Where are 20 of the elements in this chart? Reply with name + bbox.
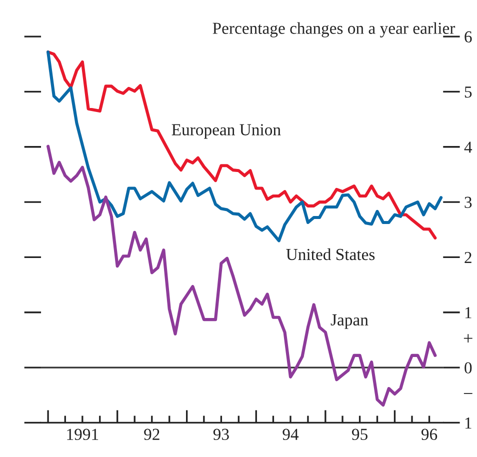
y-tick-label: 0 [464, 362, 472, 374]
x-tick-label: 92 [144, 428, 160, 440]
x-tick-label: 1991 [67, 428, 98, 440]
x-tick-label: 93 [213, 428, 229, 440]
text: − [464, 393, 472, 394]
series-label: European Union [172, 124, 281, 139]
y-tick-label: 4 [464, 142, 472, 153]
y-tick-label: 2 [464, 252, 472, 264]
chart-title: Percentage changes on a year earlier [212, 22, 456, 38]
y-tick-label: 6 [464, 31, 472, 43]
x-tick-label: 94 [282, 428, 299, 440]
series-label: United States [286, 248, 375, 260]
text: + [464, 334, 472, 343]
y-tick-label: 1 [465, 418, 472, 429]
x-tick-label: 95 [352, 428, 368, 440]
series-label: Japan [330, 314, 368, 329]
y-tick-label: 3 [464, 196, 472, 208]
y-tick-label: 5 [464, 86, 472, 98]
x-tick-label: 96 [421, 428, 438, 440]
y-tick-label: 1 [465, 307, 472, 318]
